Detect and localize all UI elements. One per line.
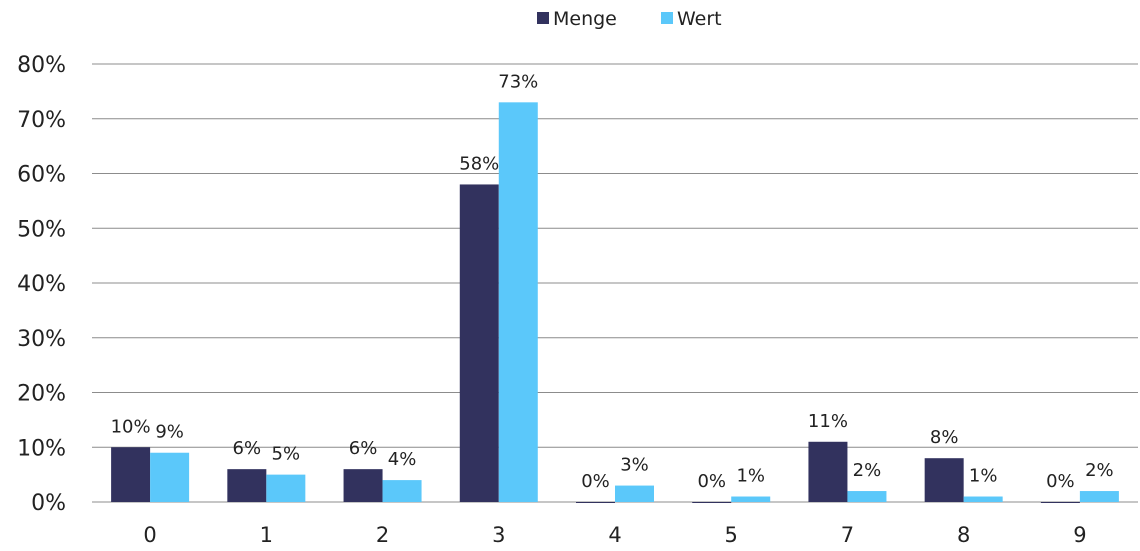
data-label-wert: 2% <box>1085 460 1114 481</box>
data-label-wert: 9% <box>155 422 184 443</box>
data-label-menge: 0% <box>697 471 726 492</box>
y-tick-label: 60% <box>17 163 66 188</box>
bar-menge <box>227 469 267 502</box>
bar-wert <box>847 491 887 502</box>
data-label-wert: 1% <box>736 466 765 487</box>
bar-wert <box>266 474 306 502</box>
data-labels: 10% 9% 6% 5% 6% 4% 58% 73% 0% 3% 0% 1% 11% 2% 8% 1% 0% 2% <box>111 71 1114 492</box>
x-tick-label: 0 <box>143 523 156 547</box>
legend: Menge Wert <box>537 8 722 30</box>
y-tick-label: 80% <box>17 53 66 78</box>
data-label-menge: 6% <box>233 438 262 459</box>
bar-menge <box>111 447 151 502</box>
data-label-menge: 0% <box>1046 471 1075 492</box>
legend-swatch-menge <box>537 12 549 24</box>
y-tick-label: 40% <box>17 272 66 297</box>
data-label-wert: 3% <box>620 455 649 476</box>
bar-wert <box>498 102 538 502</box>
bar-menge <box>808 441 848 502</box>
data-label-wert: 5% <box>272 444 301 465</box>
data-label-menge: 0% <box>581 471 610 492</box>
x-tick-label: 2 <box>376 523 389 547</box>
bars <box>111 102 1119 503</box>
y-tick-label: 70% <box>17 108 66 133</box>
data-label-wert: 2% <box>853 460 882 481</box>
y-tick-label: 50% <box>17 217 66 242</box>
legend-label-menge: Menge <box>553 8 617 30</box>
x-tick-label: 1 <box>260 523 273 547</box>
y-tick-label: 0% <box>31 491 66 516</box>
data-label-menge: 11% <box>808 411 848 432</box>
data-label-menge: 58% <box>459 153 499 174</box>
data-label-wert: 4% <box>388 449 417 470</box>
bar-menge <box>1040 502 1080 503</box>
data-label-menge: 10% <box>111 416 151 437</box>
bar-menge <box>343 469 383 502</box>
x-tick-label: 3 <box>492 523 505 547</box>
bar-wert <box>963 496 1003 502</box>
bar-wert <box>1079 491 1119 502</box>
x-axis-ticks: 0 1 2 3 4 5 7 8 9 <box>143 523 1086 547</box>
gridlines <box>92 63 1138 503</box>
x-tick-label: 7 <box>841 523 854 547</box>
data-label-wert: 73% <box>498 71 538 92</box>
bar-menge <box>924 458 964 502</box>
bar-menge <box>576 502 615 503</box>
x-tick-label: 4 <box>608 523 621 547</box>
y-tick-label: 30% <box>17 327 66 352</box>
x-tick-label: 5 <box>725 523 738 547</box>
legend-label-wert: Wert <box>677 8 722 30</box>
bar-wert <box>731 496 771 502</box>
x-tick-label: 8 <box>957 523 970 547</box>
data-label-wert: 1% <box>969 466 998 487</box>
bar-wert <box>382 480 422 502</box>
y-tick-label: 20% <box>17 382 66 407</box>
bar-menge <box>459 184 499 502</box>
bar-wert <box>150 452 190 502</box>
x-tick-label: 9 <box>1073 523 1086 547</box>
legend-swatch-wert <box>661 12 673 24</box>
y-tick-label: 10% <box>17 436 66 461</box>
bar-menge <box>692 502 732 503</box>
data-label-menge: 6% <box>349 438 378 459</box>
data-label-menge: 8% <box>930 427 959 448</box>
bar-wert <box>615 485 654 502</box>
y-axis-ticks: 0% 10% 20% 30% 40% 50% 60% 70% 80% <box>17 53 66 516</box>
